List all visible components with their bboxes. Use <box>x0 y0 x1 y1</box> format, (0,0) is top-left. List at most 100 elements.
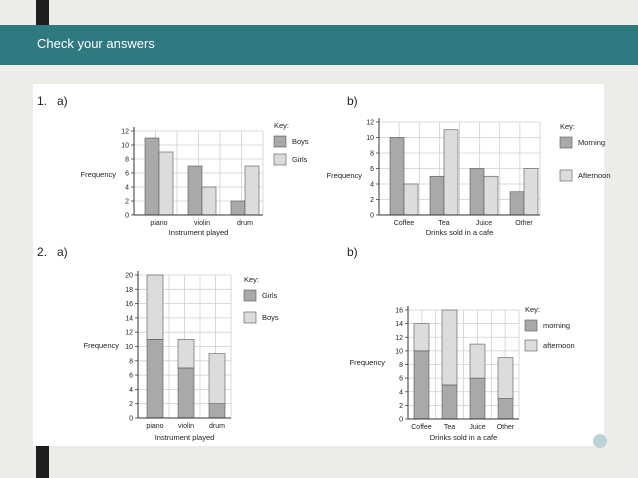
x-axis-label: Instrument played <box>155 433 215 442</box>
y-tick-label: 20 <box>125 273 133 280</box>
y-tick-label: 2 <box>125 199 129 206</box>
y-tick-label: 16 <box>395 308 403 315</box>
y-tick-label: 12 <box>121 129 129 136</box>
x-tick-label: Other <box>515 220 533 227</box>
y-tick-label: 2 <box>370 197 374 204</box>
question-2-number: 2. <box>37 245 48 259</box>
y-tick-label: 16 <box>125 301 133 308</box>
y-tick-label: 2 <box>129 401 133 408</box>
y-tick-label: 2 <box>399 403 403 410</box>
decorative-circle <box>593 434 607 448</box>
legend-title: Key: <box>560 122 575 131</box>
y-tick-label: 6 <box>129 373 133 380</box>
legend-swatch <box>243 311 257 324</box>
y-tick-label: 4 <box>370 182 374 189</box>
question-1-number: 1. <box>37 94 48 108</box>
y-tick-label: 8 <box>125 157 129 164</box>
legend-title: Key: <box>525 305 540 314</box>
y-axis-label: Frequency <box>350 358 386 367</box>
y-tick-label: 0 <box>129 416 133 423</box>
x-tick-label: Juice <box>476 220 492 227</box>
bar-afternoon-tea <box>441 309 458 386</box>
legend-title: Key: <box>244 275 259 284</box>
y-tick-label: 4 <box>125 185 129 192</box>
x-tick-label: Other <box>497 424 515 431</box>
x-tick-label: drum <box>237 220 253 227</box>
question-2b-label: b) <box>347 245 358 259</box>
x-tick-label: piano <box>146 423 163 430</box>
y-tick-label: 8 <box>129 358 133 365</box>
bar-afternoon-juice <box>469 343 486 379</box>
legend-swatch <box>273 135 287 148</box>
x-tick-label: Tea <box>444 424 455 431</box>
legend-label: Boys <box>292 137 309 146</box>
legend-label: Morning <box>578 138 605 147</box>
bar-boys-piano <box>146 274 164 340</box>
legend-label: Girls <box>292 155 308 164</box>
x-tick-label: violin <box>194 220 210 227</box>
y-tick-label: 14 <box>395 321 403 328</box>
legend-label: Girls <box>262 291 278 300</box>
legend-title: Key: <box>274 121 289 130</box>
y-tick-label: 0 <box>370 213 374 220</box>
x-tick-label: piano <box>150 220 167 227</box>
y-tick-label: 4 <box>129 387 133 394</box>
bar-morning-coffee <box>413 350 430 420</box>
x-tick-label: Tea <box>438 220 449 227</box>
bar-morning-other <box>497 398 514 420</box>
slide-title: Check your answers <box>37 36 155 51</box>
legend-label: Afternoon <box>578 171 611 180</box>
x-tick-label: Coffee <box>411 424 432 431</box>
legend-swatch <box>524 319 538 332</box>
y-tick-label: 14 <box>125 315 133 322</box>
y-tick-label: 10 <box>366 135 374 142</box>
legend-label: afternoon <box>543 341 575 350</box>
bar-afternoon-other <box>497 357 514 399</box>
top-stripe <box>36 0 49 25</box>
y-tick-label: 10 <box>125 344 133 351</box>
legend-swatch <box>243 289 257 302</box>
y-tick-label: 0 <box>125 213 129 220</box>
y-tick-label: 0 <box>399 417 403 424</box>
question-1a-label: a) <box>57 94 68 108</box>
y-tick-label: 12 <box>395 335 403 342</box>
y-tick-label: 6 <box>370 166 374 173</box>
x-axis-label: Instrument played <box>169 228 229 237</box>
y-tick-label: 12 <box>366 120 374 127</box>
bar-boys-violin <box>177 339 195 369</box>
y-tick-label: 18 <box>125 287 133 294</box>
y-tick-label: 12 <box>125 330 133 337</box>
legend-swatch <box>273 153 287 166</box>
x-tick-label: violin <box>178 423 194 430</box>
legend-label: Boys <box>262 313 279 322</box>
x-tick-label: Juice <box>469 424 485 431</box>
legend-swatch <box>559 169 573 182</box>
y-tick-label: 4 <box>399 389 403 396</box>
y-axis-label: Frequency <box>84 341 120 350</box>
x-axis-label: Drinks sold in a cafe <box>426 228 494 237</box>
y-tick-label: 6 <box>125 171 129 178</box>
x-tick-label: Coffee <box>394 220 415 227</box>
bar-afternoon-coffee <box>413 323 430 352</box>
legend-label: morning <box>543 321 570 330</box>
title-bar: Check your answers <box>0 25 638 65</box>
y-tick-label: 6 <box>399 376 403 383</box>
bar-morning-tea <box>441 384 458 420</box>
y-tick-label: 10 <box>395 348 403 355</box>
bottom-stripe <box>36 446 49 478</box>
legend-swatch <box>559 136 573 149</box>
y-axis-label: Frequency <box>327 171 363 180</box>
legend-swatch <box>524 339 538 352</box>
y-tick-label: 10 <box>121 143 129 150</box>
x-axis-label: Drinks sold in a cafe <box>430 433 498 442</box>
x-tick-label: drum <box>209 423 225 430</box>
y-tick-label: 8 <box>399 362 403 369</box>
y-axis-label: Frequency <box>81 170 117 179</box>
bar-boys-drum <box>208 353 226 404</box>
question-2a-label: a) <box>57 245 68 259</box>
y-tick-label: 8 <box>370 151 374 158</box>
